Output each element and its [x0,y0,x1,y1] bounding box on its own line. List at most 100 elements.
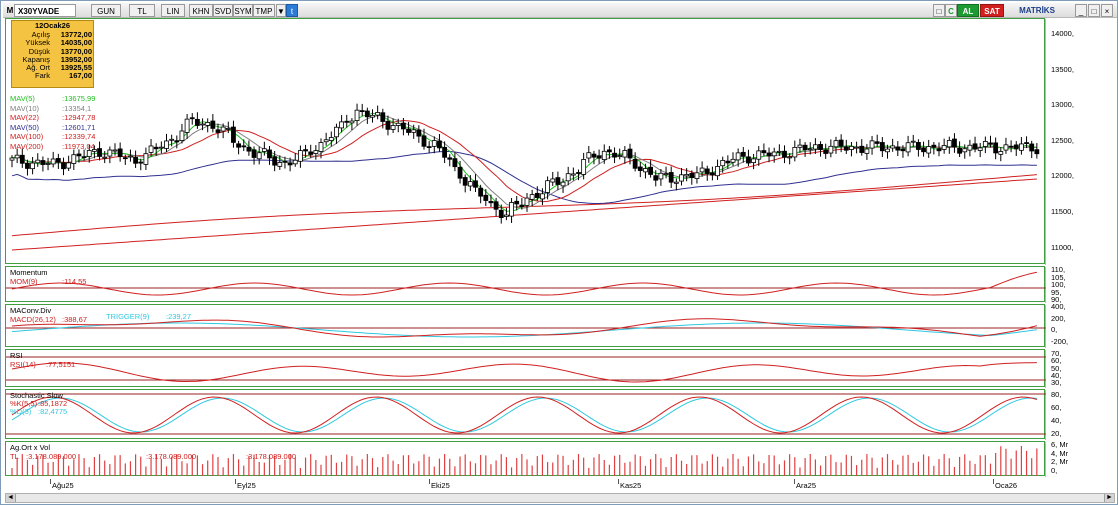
candle-down [416,129,422,137]
buy-button[interactable]: AL [957,4,979,17]
mav-label: MAV(5) [10,94,35,103]
candle-down [189,117,195,120]
minimize-icon[interactable]: _ [1075,4,1087,17]
axis-tick-label: 13500, [1051,64,1074,74]
indicator-line [11,318,1038,338]
info-key: Düşük [28,46,50,56]
axis-tick-label: 80, [1051,390,1062,399]
indicator-line [11,362,1037,383]
khn-button[interactable]: KHN [189,4,213,17]
axis-tick-label: 6, Mr [1051,440,1069,449]
dropdown-icon[interactable]: ▼ [276,4,286,17]
mav-label: MAV(200) [10,141,44,151]
macd-axis: 400, 200, 0, -200, [1047,302,1117,347]
candle-down [637,166,643,171]
candle-down [241,145,247,148]
rsi-axis: 70, 60, 50, 40, 30, [1047,349,1117,387]
axis-tick-label: 95, [1051,287,1062,297]
macd-chart[interactable] [6,305,1046,348]
volume-value-3: :3.178.089.000 [246,452,297,461]
price-chart[interactable] [6,19,1046,265]
candle-up [524,197,530,206]
indicator-line [11,396,1038,434]
candle-up [30,162,36,170]
volume-panel: Ag.Ort x Vol TL :3.178.089.000 :3.178.08… [5,441,1046,477]
candle-down [921,147,926,153]
checkbox-icon[interactable]: □ [933,4,945,17]
svd-button[interactable]: SVD [213,4,233,17]
scroll-left-icon[interactable]: ◄ [6,494,16,502]
candle-up [297,150,303,162]
info-key: Ağ. Ort [26,63,50,73]
candle-up [792,147,798,158]
m-label[interactable]: M [6,6,14,15]
candle-down [194,118,200,126]
candle-up [622,150,628,158]
signal-line [11,397,1037,433]
close-icon[interactable]: × [1101,4,1113,17]
candle-down [668,172,674,183]
candle-up [395,122,401,126]
candle-up [164,140,169,149]
candle-down [1024,142,1029,144]
twitter-icon[interactable]: t [286,4,298,17]
candle-up [92,149,97,152]
candle-up [328,137,334,141]
tmp-button[interactable]: TMP [253,4,275,17]
c-button[interactable]: C [945,4,957,17]
axis-tick-label: 50, [1051,363,1062,373]
info-value: 13952,00 [60,54,92,64]
mom-label: MOM(9) [10,277,38,286]
candle-up [617,155,623,158]
mav200-line [11,178,1037,251]
candle-down [653,175,659,181]
candle-down [874,141,880,144]
stochastic-axis: 80, 60, 40, 20, [1047,389,1117,439]
price-panel [5,18,1046,265]
candle-down [632,158,638,169]
maximize-icon[interactable]: □ [1088,4,1100,17]
candle-up [581,159,587,175]
volume-chart[interactable] [6,442,1046,477]
axis-tick-label: 90, [1051,295,1062,304]
axis-tick-label: 11500, [1051,207,1074,216]
candle-down [916,142,921,150]
candle-up [370,114,375,118]
axis-tick-label: 110, [1051,265,1066,274]
momentum-chart[interactable] [6,267,1046,303]
mav-label: MAV(10) [10,103,40,113]
axis-tick-label: 4, Mr [1051,448,1069,458]
stochastic-chart[interactable] [6,390,1046,440]
candle-up [643,168,648,173]
date-tick-label: Ağu25 [52,481,74,490]
rsi-chart[interactable] [6,350,1046,388]
candle-down [55,158,61,163]
candle-down [442,146,448,158]
volume-axis: 6, Mr 4, Mr 2, Mr 0, [1047,440,1117,476]
sell-button[interactable]: SAT [980,4,1004,17]
candle-down [153,146,159,150]
candle-down [493,201,499,210]
candle-up [926,146,932,154]
macd-label: MACD(26,12) [10,315,56,324]
horizontal-scrollbar[interactable]: ◄ ► [5,493,1115,503]
scroll-right-icon[interactable]: ► [1104,494,1114,502]
candle-down [19,154,25,164]
symbol-field[interactable]: X30YVADE [14,4,76,17]
candle-up [545,180,550,193]
axis-tick-label: 12000, [1051,171,1074,181]
candle-down [308,151,314,155]
candle-down [555,177,561,185]
candle-up [184,118,190,133]
candle-up [71,154,77,164]
candle-down [1013,144,1019,150]
axis-tick-label: 40, [1051,416,1062,425]
period-button[interactable]: GUN [91,4,121,17]
linear-button[interactable]: LIN [161,4,185,17]
candle-up [694,172,700,179]
candle-up [977,147,983,151]
currency-button[interactable]: TL [129,4,155,17]
sym-button[interactable]: SYM [233,4,253,17]
candle-down [81,156,87,159]
mav-value: :13675,99 [62,94,96,103]
